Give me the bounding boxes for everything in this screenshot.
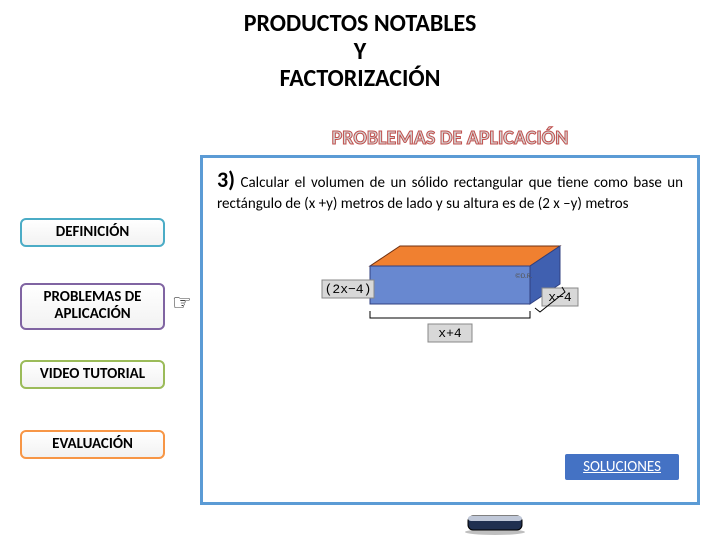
content-header: PROBLEMAS DE APLICACIÓN [203,126,697,150]
content-frame: PROBLEMAS DE APLICACIÓN 3) Calcular el v… [200,155,700,505]
problem-number: 3) [217,166,235,193]
width-label: x+4 [438,326,462,341]
title-line-2: Y [0,38,720,66]
solutions-label: SOLUCIONES [583,458,661,476]
solutions-button[interactable]: SOLUCIONES [565,454,679,480]
nav-definicion-label: DEFINICIÓN [56,223,130,241]
nav-evaluacion-label: EVALUACIÓN [52,435,133,453]
nav-video-button[interactable]: VIDEO TUTORIAL [20,360,165,389]
solid-diagram: (2x−4) x−4 x+4 ©D.R. [203,226,697,371]
page-title: PRODUCTOS NOTABLES Y FACTORIZACIÓN [0,0,720,93]
height-label: (2x−4) [325,282,372,297]
title-line-3: FACTORIZACIÓN [0,65,720,93]
problem-text: 3) Calcular el volumen de un sólido rect… [203,158,697,218]
problem-body: Calcular el volumen de un sólido rectang… [217,174,683,213]
pointing-hand-right-icon: ☞ [172,290,192,316]
diagram-credit: ©D.R. [515,271,533,280]
nav-video-label: VIDEO TUTORIAL [40,365,145,383]
eraser-icon [460,510,530,541]
nav-problemas-label-2: APLICACIÓN [54,305,130,323]
nav-definicion-button[interactable]: DEFINICIÓN [20,218,165,247]
title-line-1: PRODUCTOS NOTABLES [0,10,720,38]
nav-evaluacion-button[interactable]: EVALUACIÓN [20,430,165,459]
nav-problemas-label-1: PROBLEMAS DE [44,288,142,306]
nav-problemas-button[interactable]: PROBLEMAS DE APLICACIÓN [20,283,165,330]
